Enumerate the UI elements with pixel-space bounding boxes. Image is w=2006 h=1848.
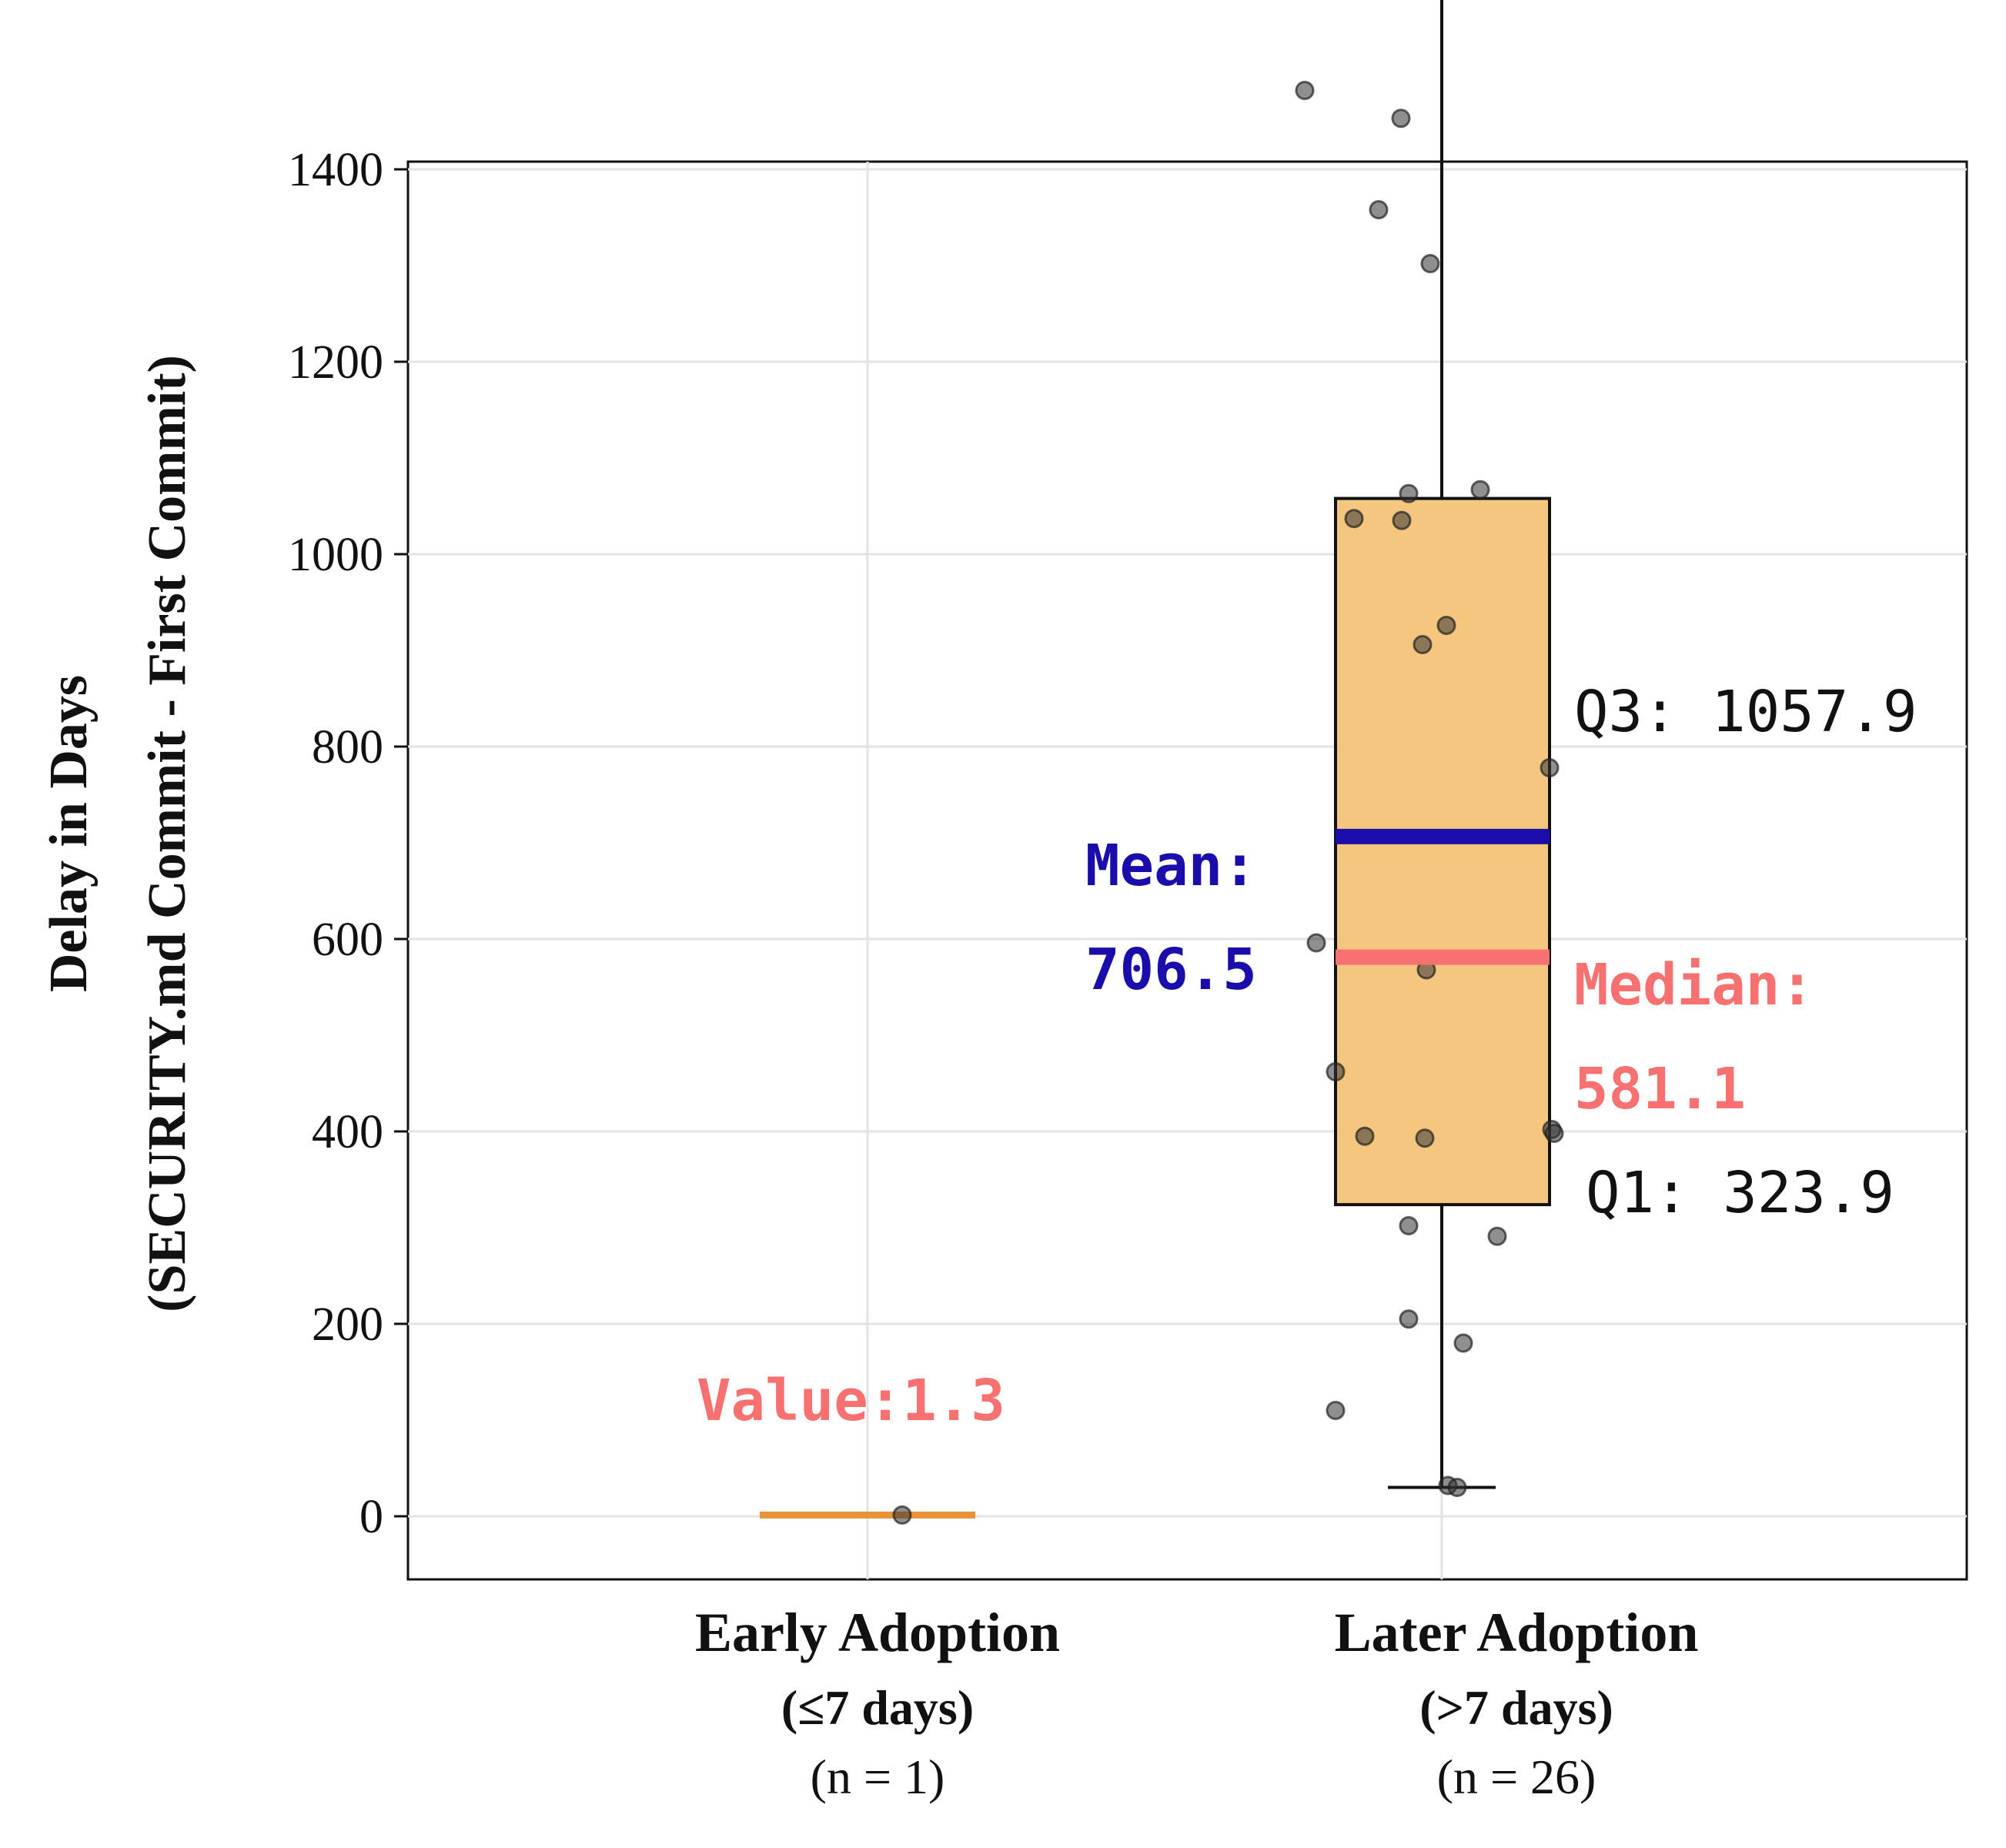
y-tick-label: 600 [312,914,383,966]
category-sublabel-early: (≤7 days) [781,1680,974,1735]
data-point [1306,933,1326,953]
category-n-early: (n = 1) [811,1749,945,1804]
category-sublabel-later: (>7 days) [1419,1680,1613,1735]
data-point [1436,616,1456,635]
category-label-later: Later Adoption [1335,1602,1699,1663]
median-annotation-value: 581.1 [1574,1056,1746,1122]
mean-annotation-label: Mean: [1085,833,1257,899]
data-point [1453,1333,1473,1353]
later-adoption-box [1334,0,1551,1489]
data-point [1420,254,1440,273]
y-tick-label: 0 [359,1491,383,1543]
q1-annotation: Q1: 323.9 [1586,1160,1894,1226]
data-point [1369,200,1389,219]
data-point [1295,81,1315,100]
data-point [1447,1478,1467,1497]
y-axis-title: Delay in Days (SECURITY.md Commit - Firs… [39,355,197,1312]
y-tick-label: 1000 [288,529,383,581]
y-tick-label: 1600 [288,0,383,4]
data-point [1344,509,1364,529]
y-tick-label: 1200 [288,336,383,389]
data-point [1399,1216,1419,1235]
y-tick-label: 1400 [288,144,383,196]
category-n-later: (n = 26) [1437,1749,1596,1804]
data-point [1413,635,1433,654]
data-point [1391,109,1411,129]
data-point [1415,1128,1435,1148]
early-value-annotation: Value:1.3 [697,1368,1005,1434]
x-category-labels: Early Adoption (≤7 days) (n = 1) Later A… [695,1602,1698,1804]
data-point [1355,1126,1375,1146]
median-annotation-label: Median: [1574,952,1814,1018]
category-label-early: Early Adoption [695,1602,1060,1663]
q3-annotation: Q3: 1057.9 [1574,679,1917,745]
y-tick-label: 800 [312,721,383,774]
data-point [1399,483,1419,503]
data-point [1326,1401,1346,1420]
y-tick-labels: 0 200 400 600 800 1000 1200 1400 1600 [288,0,408,1543]
y-tick-label: 400 [312,1106,383,1158]
data-point [1392,510,1412,530]
iqr-box [1334,496,1551,1207]
y-tick-label: 200 [312,1298,383,1351]
data-points [892,81,1564,1525]
plot-area [406,160,1968,1581]
data-point [892,1505,912,1525]
data-point [1399,1309,1419,1329]
data-point [1544,1124,1564,1143]
y-axis-title-line1: Delay in Days [39,675,99,992]
data-point [1487,1226,1507,1246]
data-point [1326,1062,1346,1081]
data-point [1470,480,1490,500]
mean-annotation-value: 706.5 [1085,937,1257,1003]
y-axis-title-line2: (SECURITY.md Commit - First Commit) [138,355,197,1312]
data-point [1540,758,1560,777]
